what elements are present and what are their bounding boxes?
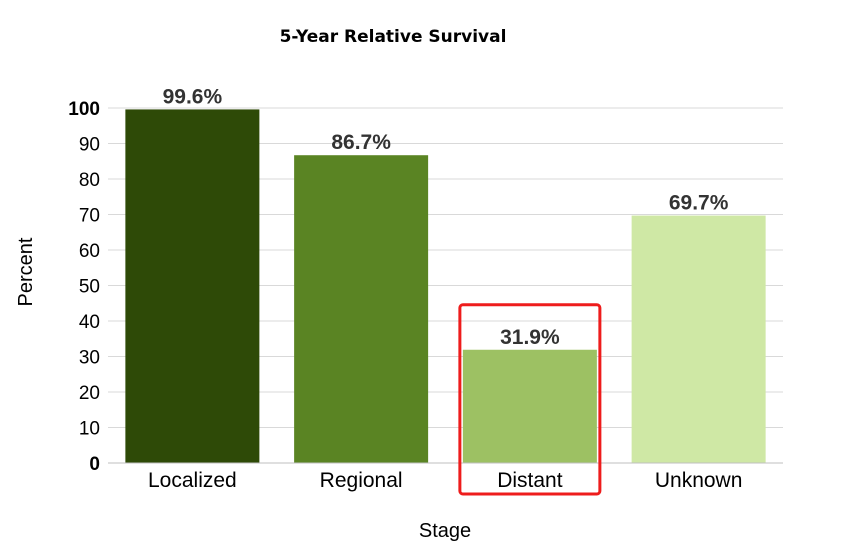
category-label: Unknown — [655, 469, 743, 492]
y-tick-label: 100 — [68, 99, 100, 120]
category-label: Distant — [497, 469, 563, 492]
data-label: 99.6% — [163, 85, 223, 108]
y-tick-label: 0 — [89, 454, 100, 475]
bars — [125, 109, 766, 464]
data-label: 69.7% — [669, 192, 729, 215]
y-tick-label: 20 — [79, 383, 100, 404]
bar-regional — [294, 155, 429, 463]
y-axis-ticks: 0 10 20 30 40 50 60 70 80 90 100 — [68, 99, 100, 475]
distant-highlight-box — [458, 303, 602, 496]
y-tick-label: 10 — [79, 419, 100, 440]
category-label: Regional — [320, 469, 403, 492]
bar-unknown — [631, 215, 766, 463]
y-tick-label: 30 — [79, 348, 100, 369]
chart-title: 5-Year Relative Survival — [280, 27, 507, 47]
bar-distant — [462, 349, 597, 463]
y-axis-title: Percent — [15, 237, 37, 306]
y-tick-label: 50 — [79, 277, 100, 298]
x-axis-title: Stage — [419, 520, 471, 542]
data-label: 86.7% — [331, 131, 391, 154]
y-tick-label: 70 — [79, 206, 100, 227]
category-label: Localized — [148, 469, 237, 492]
x-axis-categories: Localized Regional Distant Unknown — [148, 469, 742, 492]
y-tick-label: 80 — [79, 170, 100, 191]
data-labels: 99.6% 86.7% 31.9% 69.7% — [163, 85, 729, 348]
data-label: 31.9% — [500, 326, 560, 349]
y-tick-label: 40 — [79, 312, 100, 333]
y-tick-label: 90 — [79, 135, 100, 156]
y-tick-label: 60 — [79, 241, 100, 262]
bar-localized — [125, 109, 260, 464]
